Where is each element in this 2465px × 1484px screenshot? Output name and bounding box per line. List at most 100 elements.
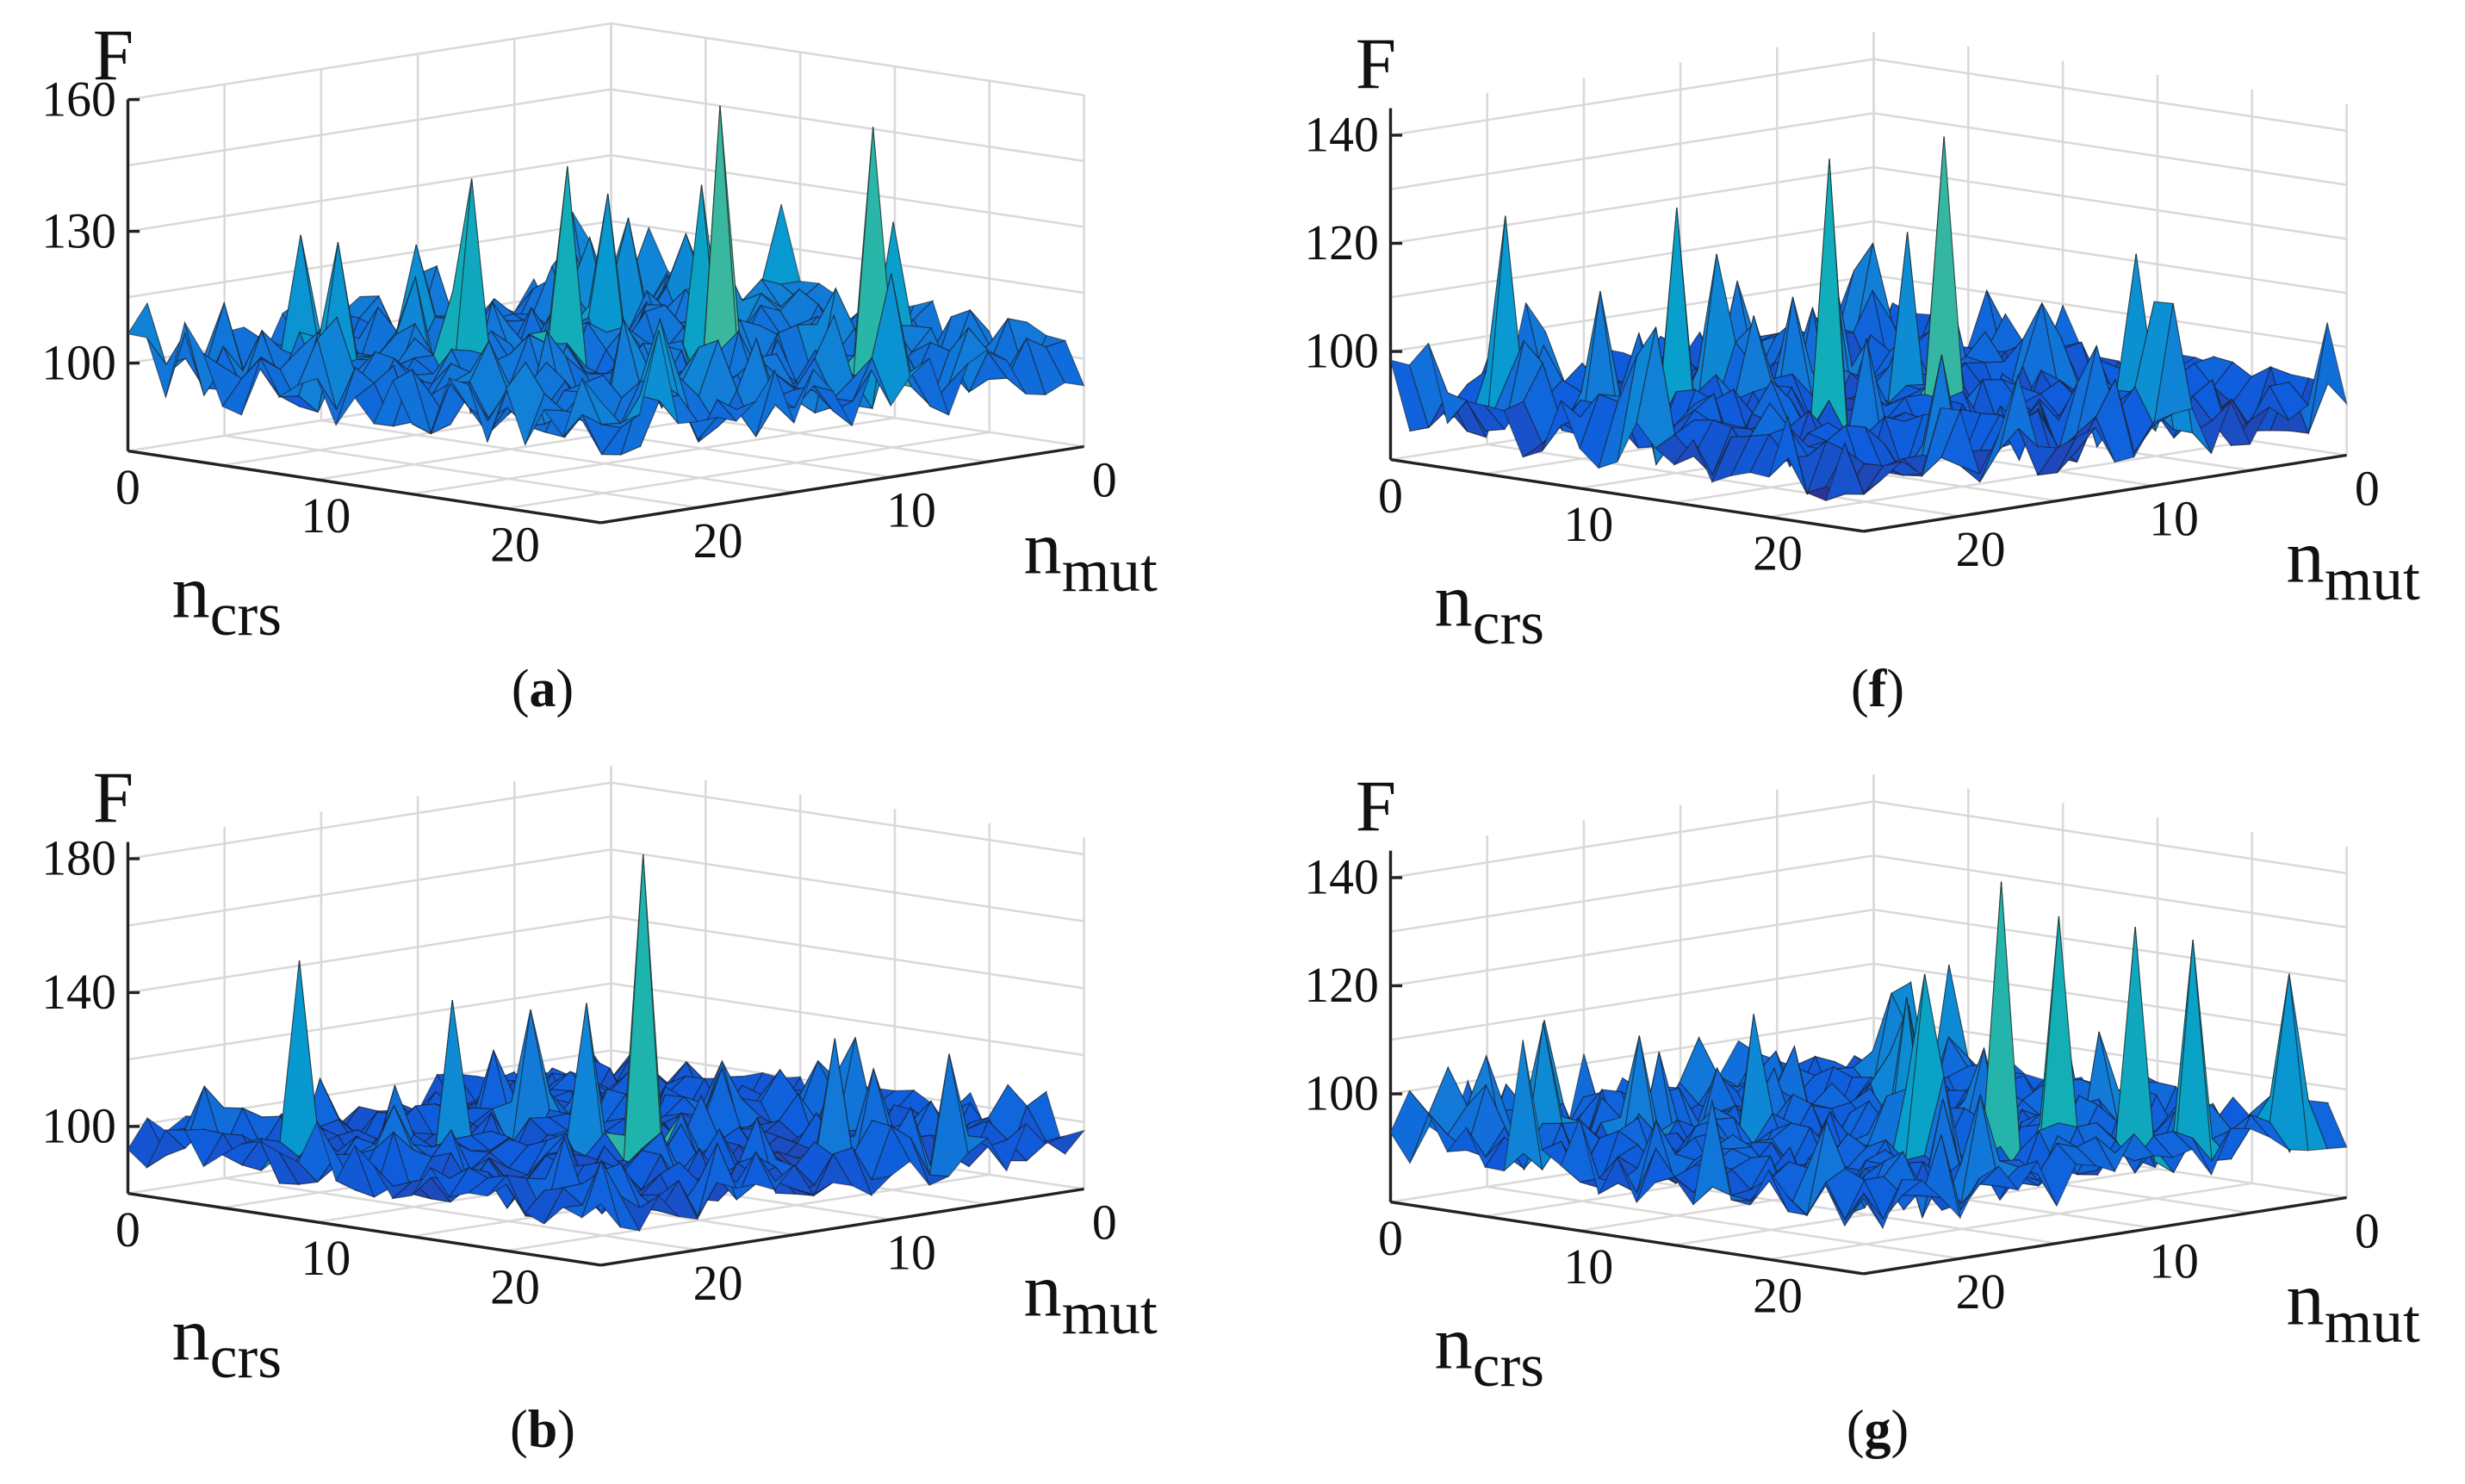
x-tick-label: 0 (115, 1201, 140, 1257)
y-axis-line (1863, 1195, 2347, 1276)
surface-patch (1844, 443, 1884, 495)
axes (1388, 850, 2347, 1276)
z-axis-label: F (93, 757, 133, 838)
y-axis-label: nmut (1024, 1249, 1158, 1347)
axes (126, 841, 1084, 1267)
y-axis-label: nmut (1024, 506, 1158, 605)
y-tick-label: 10 (2149, 491, 2199, 547)
z-tick-label: 140 (1304, 107, 1379, 163)
caption-a: (a) (511, 660, 574, 718)
grid-line (1487, 1185, 1960, 1260)
z-tick-label: 100 (1304, 323, 1379, 379)
grid-line (224, 1177, 698, 1251)
x-tick-label: 10 (301, 1230, 351, 1286)
grid-line (320, 419, 795, 494)
x-tick-label: 20 (490, 1258, 540, 1314)
x-tick-label: 10 (301, 487, 351, 543)
grid-line (1583, 1170, 2058, 1245)
grid-line (127, 848, 1084, 928)
y-tick-label: 20 (1956, 521, 2006, 577)
x-tick-label: 10 (1563, 496, 1613, 552)
y-tick-label: 20 (693, 1255, 743, 1311)
grid-line (1390, 908, 2347, 987)
y-tick-label: 20 (693, 512, 743, 568)
grid-line (411, 416, 896, 495)
x-tick-label: 0 (1378, 1210, 1403, 1266)
y-axis-line (1863, 453, 2347, 533)
surface-patch (581, 1158, 621, 1228)
z-tick-label: 100 (1304, 1065, 1379, 1121)
grid-line (1390, 854, 2347, 934)
grid-line (506, 1173, 990, 1252)
y-axis-label: nmut (2287, 515, 2420, 613)
x-axis-line (127, 1191, 601, 1267)
caption-a-letter: a (529, 660, 556, 718)
y-tick-label: 10 (886, 1225, 936, 1281)
grid-line (1390, 58, 2347, 137)
x-axis-label: ncrs (172, 1293, 282, 1391)
grid-line (127, 915, 1084, 994)
z-tick-label: 140 (1304, 849, 1379, 905)
grid-line (127, 22, 1084, 101)
grid-line (1390, 165, 2347, 245)
caption-b-letter: b (527, 1400, 558, 1459)
surface-patch (1921, 407, 1961, 478)
grid-line (506, 431, 990, 510)
y-tick-label: 20 (1956, 1264, 2006, 1319)
grid-line (1487, 443, 1960, 518)
surface-patch (581, 377, 622, 425)
x-tick-label: 20 (490, 516, 540, 572)
x-axis-line (1390, 1200, 1864, 1276)
x-axis-label: ncrs (1435, 559, 1544, 657)
caption-g: (g) (1846, 1400, 1909, 1459)
surface (127, 105, 1085, 456)
grid-line (127, 153, 1084, 233)
surface (1389, 136, 2348, 502)
z-tick-label: 100 (41, 334, 116, 390)
grid-line (1390, 800, 2347, 879)
surface-patch (127, 301, 167, 365)
z-axis-label: F (1356, 23, 1396, 104)
surface-patch (623, 854, 663, 1166)
axes (1388, 108, 2347, 533)
x-tick-label: 10 (1563, 1239, 1613, 1295)
z-tick-label: 120 (1304, 214, 1379, 270)
grid-line (127, 88, 1084, 167)
grid-line (1768, 1182, 2252, 1261)
caption-b: (b) (510, 1400, 575, 1459)
z-axis-label: F (1356, 766, 1396, 847)
y-axis-line (600, 444, 1084, 525)
surface (127, 854, 1086, 1233)
grid-line (1390, 962, 2347, 1041)
z-tick-label: 180 (41, 830, 116, 886)
y-axis-line (600, 1187, 1084, 1267)
surface-patch (1427, 343, 1468, 425)
grid-line (127, 781, 1084, 860)
z-axis-label: F (93, 15, 133, 96)
z-tick-label: 160 (41, 71, 116, 127)
x-axis-label: ncrs (1435, 1301, 1544, 1400)
y-axis-label: nmut (2287, 1257, 2420, 1356)
z-tick-label: 130 (41, 202, 116, 258)
axes (126, 99, 1084, 525)
caption-f: (f) (1851, 660, 1904, 718)
x-axis-label: ncrs (172, 550, 282, 649)
grid-line (1768, 439, 2252, 518)
surface-patch (1844, 1192, 1884, 1229)
